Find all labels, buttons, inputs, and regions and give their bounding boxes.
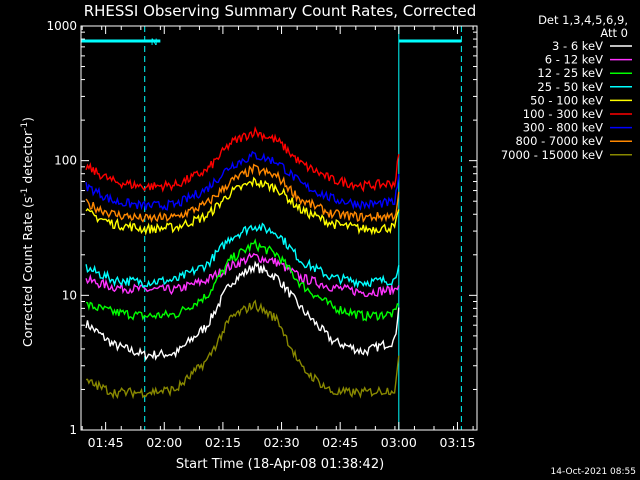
series-layer xyxy=(85,125,400,400)
plot-frame xyxy=(80,25,478,431)
timestamp: 14-Oct-2021 08:55 xyxy=(551,467,636,477)
axes-layer: 1 10 100 1000 01:45 02:00 02:15 02:30 02:45 03:00… xyxy=(46,19,478,450)
y-axis-label: Corrected Count Rate (s-1 detector-1) xyxy=(20,117,35,347)
chart-title: RHESSI Observing Summary Count Rates, Co… xyxy=(84,2,477,20)
series-line-8 xyxy=(85,163,400,224)
legend-label: 3 - 6 keV xyxy=(552,39,603,53)
legend-label: 7000 - 15000 keV xyxy=(501,148,603,162)
series-line-4 xyxy=(85,222,400,289)
y-axis-label-part-1: Corrected Count Rate (s xyxy=(20,197,35,347)
x-tick-label: 02:15 xyxy=(205,435,241,450)
x-tick-label: 02:00 xyxy=(146,435,182,450)
legend-label: 50 - 100 keV xyxy=(530,93,603,107)
series-line-6 xyxy=(85,125,400,193)
x-tick-label: 03:00 xyxy=(381,435,417,450)
y-tick-label: 1000 xyxy=(46,19,77,33)
y-axis-label-exp-1: -1 xyxy=(20,188,30,197)
series-line-5 xyxy=(85,176,400,236)
x-axis-label: Start Time (18-Apr-08 01:38:42) xyxy=(176,457,384,472)
legend-label: 25 - 50 keV xyxy=(537,80,603,94)
series-line-7 xyxy=(85,150,400,211)
series-line-2 xyxy=(85,252,400,298)
series-line-9 xyxy=(86,299,400,400)
y-tick-label: 1 xyxy=(69,423,77,437)
series-line-1 xyxy=(85,260,400,362)
y-axis-label-part-3: ) xyxy=(20,117,35,122)
legend-label: 800 - 7000 keV xyxy=(515,134,603,148)
plot-area: N 1 10 100 1000 01:45 02:00 02:15 02:30 02:45 03:… xyxy=(46,19,478,450)
series-line-3 xyxy=(85,238,400,322)
legend-label: 12 - 25 keV xyxy=(537,66,603,80)
legend-label: 6 - 12 keV xyxy=(545,53,603,67)
x-tick-label: 02:45 xyxy=(322,435,358,450)
legend-header-line-2: Att 0 xyxy=(600,26,628,40)
y-axis-label-part-2: detector xyxy=(20,130,35,188)
legend-label: 100 - 300 keV xyxy=(523,107,603,121)
x-tick-label: 01:45 xyxy=(88,435,124,450)
x-tick-label: 03:15 xyxy=(439,435,475,450)
legend-label: 300 - 800 keV xyxy=(523,121,603,135)
y-tick-label: 10 xyxy=(62,288,77,302)
y-axis-label-exp-2: -1 xyxy=(20,122,30,131)
y-tick-label: 100 xyxy=(54,154,77,168)
x-tick-label: 02:30 xyxy=(264,435,300,450)
legend-header-line-1: Det 1,3,4,5,6,9, xyxy=(538,13,628,27)
flag-label: N xyxy=(151,38,158,48)
